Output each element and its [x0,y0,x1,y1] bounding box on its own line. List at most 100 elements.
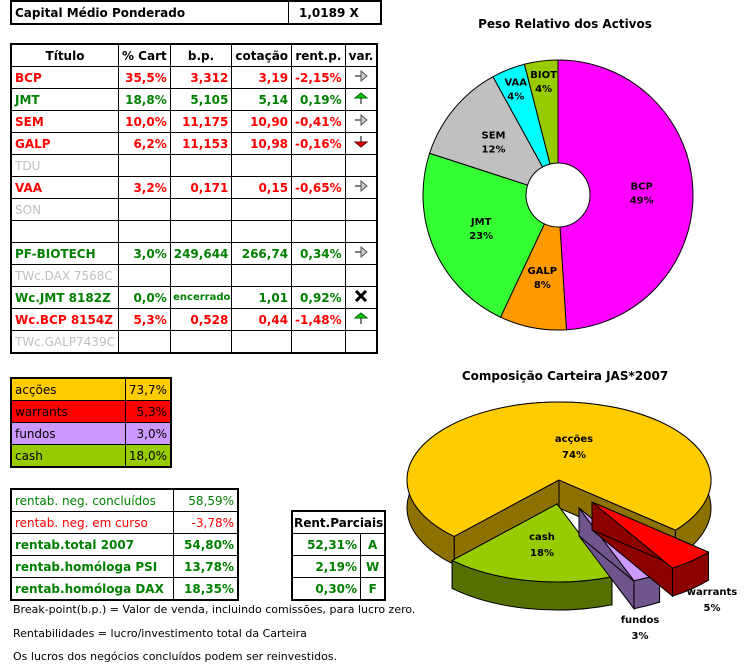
cotacao-cell: 5,14 [231,88,293,111]
titulo-cell: JMT [10,88,119,111]
column-header: rent.p. [291,43,346,67]
cart-cell: 35,5% [117,66,171,89]
rentab-row: rentab.total 2007 54,80% [10,533,239,556]
titulo-cell: PF-BIOTECH [10,242,119,265]
slice-label: BIOT [530,70,557,81]
cross-icon [354,289,368,305]
table-row: BCP 35,5% 3,312 3,19 -2,15% [10,66,378,89]
slice-value: 4% [535,84,552,95]
rentab-label: rentab.homóloga DAX [10,577,174,601]
slice-value: 8% [534,280,551,291]
titulo-cell: TDU [10,154,119,177]
parciais-code: W [360,555,386,578]
rentab-label: rentab.homóloga PSI [10,555,174,578]
slice-value: 3% [632,631,649,642]
var-cell [344,154,378,177]
bp-cell [169,264,233,287]
table-row: TDU [10,154,378,177]
bp-cell: 3,312 [169,66,233,89]
rent-cell: 0,19% [291,88,346,111]
rentab-row: rentab.homóloga DAX 18,35% [10,577,239,601]
allocation-row: fundos 3,0% [10,422,172,445]
allocation-label: acções [10,377,126,401]
column-header: b.p. [169,43,233,67]
table-row: TWc.DAX 7568C [10,264,378,287]
var-cell [344,132,378,155]
cart-cell [117,198,171,221]
rent-cell: -2,15% [291,66,346,89]
cotacao-cell: 3,19 [231,66,293,89]
table-row: TWc.GALP7439C [10,330,378,354]
column-header: % Cart [117,43,171,67]
bp-cell [169,330,233,354]
var-cell [344,88,378,111]
var-cell [344,198,378,221]
bp-cell: encerrado [169,286,233,309]
column-header: cotação [231,43,293,67]
table-row: JMT 18,8% 5,105 5,14 0,19% [10,88,378,111]
titulo-cell: VAA [10,176,119,199]
cotacao-cell [231,154,293,177]
table-row: GALP 6,2% 11,153 10,98 -0,16% [10,132,378,155]
rent-cell: 0,34% [291,242,346,265]
pie-slice-bcp [557,59,694,331]
cotacao-cell: 10,90 [231,110,293,133]
titulo-cell: Wc.JMT 8182Z [10,286,119,309]
parciais-value: 2,19% [291,555,362,578]
rent-cell: -1,48% [291,308,346,331]
allocation-value: 73,7% [124,377,172,401]
slice-value: 23% [469,231,493,242]
note-rentabilidades: Rentabilidades = lucro/investimento tota… [13,627,307,640]
parciais-row: 0,30% F [291,577,386,601]
cotacao-cell: 0,44 [231,308,293,331]
allocation-value: 18,0% [124,444,172,468]
capital-value: 1,0189 X [288,0,382,25]
rentab-value: 18,35% [173,577,239,601]
cart-cell: 5,3% [117,308,171,331]
bp-cell [169,220,233,243]
bp-cell: 11,153 [169,132,233,155]
titulo-cell: TWc.GALP7439C [10,330,119,354]
rentab-row: rentab.homóloga PSI 13,78% [10,555,239,578]
titulo-cell: TWc.DAX 7568C [10,264,119,287]
cotacao-cell [231,264,293,287]
allocation-label: cash [10,444,126,468]
var-cell [344,242,378,265]
var-cell [344,286,378,309]
parciais-code: F [360,577,386,601]
note-breakpoint: Break-point(b.p.) = Valor de venda, incl… [13,603,416,616]
slice-label: SEM [482,131,506,142]
bp-cell: 0,528 [169,308,233,331]
rentab-value: 58,59% [173,488,239,512]
bp-cell: 249,644 [169,242,233,265]
pie-slice-jmt [422,152,546,318]
parciais-code: A [360,533,386,556]
var-cell [344,308,378,331]
table-row [10,220,378,243]
note-lucros: Os lucros dos negócios concluídos podem … [13,650,338,663]
slice-value: 5% [704,603,721,614]
cart-cell: 3,2% [117,176,171,199]
bp-cell: 11,175 [169,110,233,133]
slice-label: warrants [687,587,737,598]
rent-cell [291,330,346,354]
arrow-right-icon [354,245,368,261]
pie-slice-cash [451,503,613,583]
var-cell [344,220,378,243]
pie-slice-galp [499,223,568,331]
arrow-right-icon [354,113,368,129]
cotacao-cell [231,220,293,243]
rent-cell: -0,65% [291,176,346,199]
rent-parciais-title: Rent.Parciais [291,510,386,534]
rent-cell: -0,41% [291,110,346,133]
cart-cell: 18,8% [117,88,171,111]
var-cell [344,176,378,199]
table-row: SON [10,198,378,221]
pie-chart-composicao: acções 74% warrants 5% fundos 3% cash 18% [406,401,737,642]
bp-cell [169,198,233,221]
cotacao-cell: 1,01 [231,286,293,309]
slice-value: 49% [630,195,654,206]
slice-value: 4% [507,91,524,102]
parciais-row: 2,19% W [291,555,386,578]
titulo-cell: SEM [10,110,119,133]
